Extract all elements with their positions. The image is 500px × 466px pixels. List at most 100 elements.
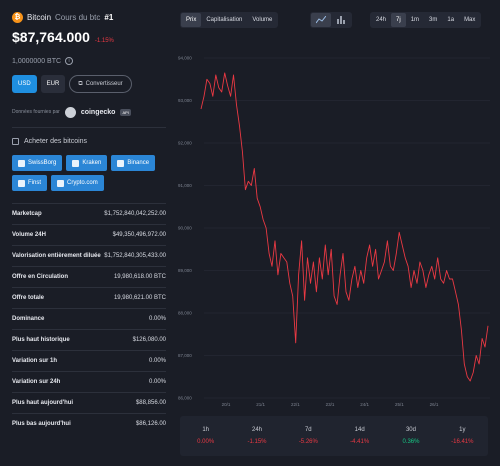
y-tick-label: 90,000	[178, 226, 192, 231]
perf-value: -16.41%	[451, 439, 474, 445]
perf-30d: 30d 0.36%	[385, 416, 436, 456]
range-1m[interactable]: 1m	[410, 17, 420, 23]
price-chart[interactable]: 86,000 87,000 88,000 89,000 90,000 91,000 92,0…	[176, 36, 496, 410]
x-tick-label: 20/1	[222, 402, 231, 407]
stat-row-ath: Plus haut historique $126,080.00	[12, 329, 166, 350]
perf-label: 14d	[354, 427, 365, 433]
stat-row-high-today: Plus haut aujourd'hui $88,856.00	[12, 392, 166, 413]
candle-chart-button[interactable]	[331, 13, 351, 27]
range-24h[interactable]: 24h	[376, 17, 387, 23]
provider-name[interactable]: coingecko	[80, 108, 116, 116]
perf-value: -1.15%	[247, 439, 267, 445]
currency-switch: USD EUR ⧉ Convertisseur	[12, 75, 166, 93]
chart-type-switch	[310, 12, 352, 28]
range-3m[interactable]: 3m	[429, 17, 438, 23]
stat-label: Volume 24H	[12, 231, 46, 238]
stat-label: Variation sur 1h	[12, 357, 58, 364]
tab-price[interactable]: Prix	[181, 13, 202, 27]
eur-button[interactable]: EUR	[40, 75, 66, 93]
stat-row-change-1h: Variation sur 1h 0.00%	[12, 350, 166, 371]
range-7j[interactable]: 7j	[391, 13, 406, 27]
stat-row-dominance: Dominance 0.00%	[12, 308, 166, 329]
exchange-label: Binance	[127, 160, 150, 166]
bar-chart-icon	[337, 16, 345, 24]
perf-value: 0.00%	[197, 439, 215, 445]
y-tick-label: 89,000	[178, 268, 192, 273]
exchange-button-finst[interactable]: Finst	[12, 175, 48, 191]
stat-label: Variation sur 24h	[12, 378, 61, 385]
exchange-label: Kraken	[82, 160, 102, 166]
x-tick-label: 26/1	[430, 402, 439, 407]
usd-button[interactable]: USD	[12, 75, 37, 93]
x-tick-label: 21/1	[256, 402, 265, 407]
stat-label: Marketcap	[12, 210, 42, 217]
stat-value: $1,752,840,042,252.00	[104, 211, 166, 217]
perf-value: 0.36%	[402, 439, 420, 445]
exchange-button-binance[interactable]: Binance	[111, 155, 156, 171]
perf-14d: 14d -4.41%	[334, 416, 385, 456]
exchange-button-swissborg[interactable]: SwissBorg	[12, 155, 63, 171]
bitcoin-icon: ₿	[12, 11, 23, 23]
coin-rank: #1	[104, 12, 114, 22]
perf-7d: 7d -5.26%	[283, 416, 334, 456]
x-tick-label: 23/1	[326, 402, 335, 407]
wallet-icon	[12, 137, 19, 145]
stat-value: $88,856.00	[135, 400, 166, 406]
perf-value: -5.26%	[298, 439, 318, 445]
coingecko-logo-icon	[64, 106, 76, 118]
perf-label: 1h	[202, 427, 209, 433]
range-1a[interactable]: 1a	[447, 17, 455, 23]
stat-row-change-24h: Variation sur 24h 0.00%	[12, 371, 166, 392]
converter-label: Convertisseur	[85, 81, 123, 87]
stat-label: Offre en Circulation	[12, 273, 69, 280]
kraken-icon	[72, 159, 80, 167]
stat-row-fdv: Valorisation entièrement diluée $1,752,84…	[12, 245, 166, 266]
price-change: -1.15%	[94, 38, 114, 44]
stat-value: $49,350,496,972.00	[112, 232, 166, 238]
range-max[interactable]: Max	[464, 17, 476, 23]
stat-row-total-supply: Offre totale 19,980,621.00 BTC	[12, 287, 166, 308]
stat-value: $126,080.00	[132, 337, 166, 343]
info-icon[interactable]: i	[65, 57, 74, 65]
line-chart-button[interactable]	[311, 13, 331, 27]
perf-label: 24h	[251, 427, 262, 433]
exchange-label: Crypto.com	[67, 180, 98, 186]
price-row: $87,764.000 -1.15%	[12, 29, 166, 47]
y-tick-label: 91,000	[178, 183, 192, 188]
perf-label: 1y	[459, 427, 466, 433]
stat-value: 19,980,621.00 BTC	[113, 295, 166, 301]
perf-label: 7d	[304, 427, 312, 433]
x-tick-label: 22/1	[291, 402, 300, 407]
exchange-buttons: SwissBorg Kraken Binance Finst Crypto.co…	[12, 155, 168, 191]
stat-row-circulating: Offre en Circulation 19,980,618.00 BTC	[12, 266, 166, 287]
stat-label: Valorisation entièrement diluée	[12, 252, 101, 259]
exchange-button-kraken[interactable]: Kraken	[66, 155, 108, 171]
perf-label: 30d	[405, 427, 416, 433]
tab-market-cap[interactable]: Capitalisation	[206, 17, 243, 23]
provider-text: Données fournies par	[12, 109, 60, 115]
stat-value: 0.00%	[148, 358, 166, 364]
converter-button[interactable]: ⧉ Convertisseur	[69, 75, 132, 93]
cryptocom-icon	[57, 179, 65, 187]
converter-icon: ⧉	[78, 80, 83, 87]
divider	[12, 127, 166, 128]
stat-label: Plus haut aujourd'hui	[12, 399, 74, 406]
perf-value: -4.41%	[350, 439, 370, 445]
stat-row-low-today: Plus bas aujourd'hui $86,126.00	[12, 413, 166, 434]
stat-value: $86,126.00	[135, 421, 166, 427]
range-tabs: 24h 7j 1m 3m 1a Max	[370, 12, 482, 28]
stat-label: Offre totale	[12, 294, 45, 301]
perf-1y: 1y -16.41%	[437, 416, 488, 456]
stat-value: 0.00%	[148, 379, 166, 385]
line-chart-icon	[316, 16, 326, 24]
coin-subtitle: Cours du btc	[55, 12, 101, 22]
btc-amount-value: 1,0000000 BTC	[12, 57, 62, 65]
x-tick-label: 24/1	[360, 402, 369, 407]
tab-volume[interactable]: Volume	[252, 17, 273, 23]
stat-row-volume: Volume 24H $49,350,496,972.00	[12, 224, 166, 245]
x-tick-label: 25/1	[395, 402, 404, 407]
buy-section-title: Acheter des bitcoins	[12, 136, 166, 146]
exchange-button-cryptocom[interactable]: Crypto.com	[51, 175, 104, 191]
btc-amount: 1,0000000 BTC i	[12, 55, 166, 67]
y-tick-label: 94,000	[178, 56, 192, 61]
